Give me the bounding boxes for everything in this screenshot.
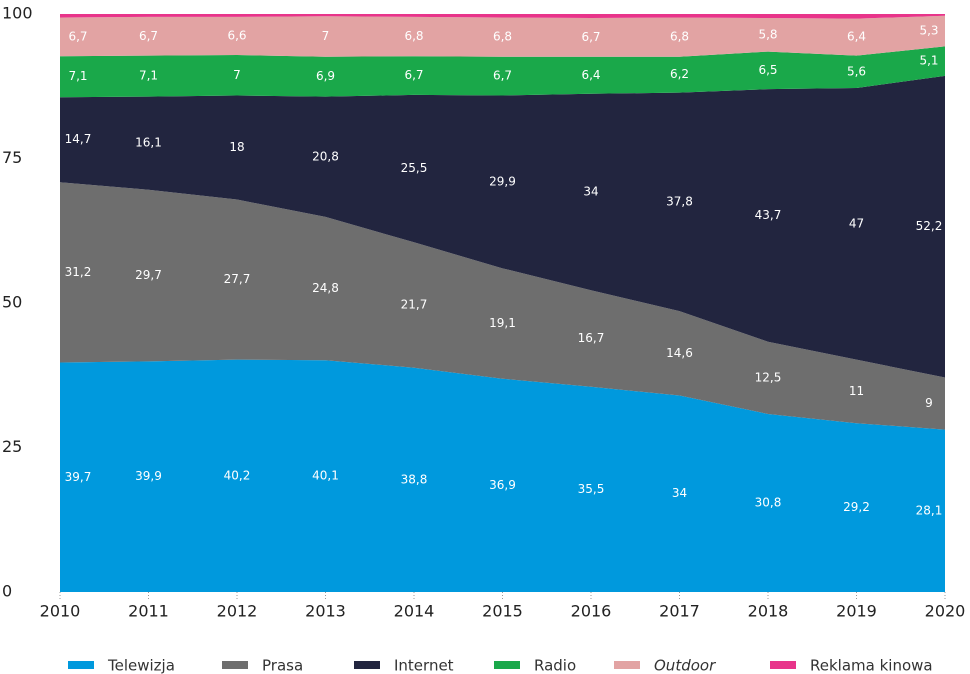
- x-tick-label: 2019: [836, 602, 877, 621]
- legend-label: Telewizja: [107, 657, 175, 674]
- y-tick-label: 25: [2, 437, 22, 456]
- area: [60, 182, 945, 430]
- value-label: 24,8: [312, 281, 339, 295]
- value-label: 40,1: [312, 469, 339, 483]
- value-label: 7: [322, 29, 330, 43]
- value-label: 43,7: [755, 208, 782, 222]
- x-tick-label: 2015: [482, 602, 523, 621]
- legend-label: Radio: [534, 657, 576, 674]
- value-label: 6,9: [316, 69, 335, 83]
- value-label: 47: [849, 216, 864, 230]
- value-label: 16,7: [578, 331, 605, 345]
- value-label: 19,1: [489, 316, 516, 330]
- area: [60, 75, 945, 378]
- value-label: 6,4: [847, 30, 866, 44]
- value-label: 34: [583, 185, 598, 199]
- value-label: 6,7: [581, 30, 600, 44]
- value-label: 30,8: [755, 495, 782, 509]
- value-label: 52,2: [916, 219, 943, 233]
- value-label: 29,9: [489, 174, 516, 188]
- value-label: 36,9: [489, 478, 516, 492]
- legend-swatch: [68, 661, 94, 669]
- x-tick-label: 2014: [394, 602, 435, 621]
- value-label: 11: [849, 384, 864, 398]
- area: [60, 14, 945, 19]
- value-label: 39,7: [65, 470, 92, 484]
- value-label: 31,2: [65, 265, 92, 279]
- value-label: 29,2: [843, 500, 870, 514]
- y-tick-label: 75: [2, 148, 22, 167]
- value-label: 29,7: [135, 268, 162, 282]
- x-tick-label: 2011: [128, 602, 169, 621]
- value-label: 34: [672, 486, 687, 500]
- value-label: 6,6: [227, 28, 246, 42]
- value-label: 5,8: [758, 27, 777, 41]
- value-label: 5,6: [847, 64, 866, 78]
- x-tick-label: 2013: [305, 602, 346, 621]
- y-tick-label: 0: [2, 582, 12, 601]
- value-label: 6,8: [404, 29, 423, 43]
- y-tick-label: 100: [2, 4, 33, 23]
- value-label: 12,5: [755, 370, 782, 384]
- value-label: 35,5: [578, 482, 605, 496]
- legend-swatch: [494, 661, 520, 669]
- value-label: 7,1: [68, 69, 87, 83]
- x-tick-label: 2018: [748, 602, 789, 621]
- legend-swatch: [770, 661, 796, 669]
- x-tick-label: 2010: [40, 602, 81, 621]
- value-label: 6,2: [670, 67, 689, 81]
- y-tick-label: 50: [2, 293, 22, 312]
- value-label: 6,5: [758, 63, 777, 77]
- value-label: 14,7: [65, 132, 92, 146]
- value-label: 28,1: [916, 503, 943, 517]
- value-label: 5,3: [919, 24, 938, 38]
- value-label: 16,1: [135, 136, 162, 150]
- x-tick-label: 2016: [571, 602, 612, 621]
- value-label: 27,7: [224, 272, 251, 286]
- value-label: 6,8: [670, 30, 689, 44]
- area: [60, 359, 945, 592]
- value-label: 6,4: [581, 68, 600, 82]
- value-label: 7: [233, 68, 241, 82]
- value-label: 40,2: [224, 468, 251, 482]
- value-label: 21,7: [401, 298, 428, 312]
- legend-swatch: [614, 661, 640, 669]
- value-label: 39,9: [135, 469, 162, 483]
- value-label: 6,7: [139, 29, 158, 43]
- legend-label: Prasa: [262, 657, 303, 674]
- value-label: 5,1: [919, 54, 938, 68]
- value-label: 25,5: [401, 161, 428, 175]
- value-label: 7,1: [139, 69, 158, 83]
- area: [60, 46, 945, 98]
- value-label: 18: [229, 140, 244, 154]
- x-tick-label: 2012: [217, 602, 258, 621]
- legend-label: Internet: [394, 657, 454, 674]
- value-label: 6,7: [404, 68, 423, 82]
- value-label: 6,7: [68, 29, 87, 43]
- value-label: 20,8: [312, 149, 339, 163]
- value-label: 6,8: [493, 30, 512, 44]
- value-label: 37,8: [666, 194, 693, 208]
- value-label: 38,8: [401, 472, 428, 486]
- area: [60, 15, 945, 57]
- value-label: 6,7: [493, 69, 512, 83]
- value-label: 9: [925, 396, 933, 410]
- legend-label: Outdoor: [654, 657, 716, 674]
- legend-swatch: [354, 661, 380, 669]
- legend-label: Reklama kinowa: [810, 657, 933, 674]
- value-label: 14,6: [666, 346, 693, 360]
- x-tick-label: 2017: [659, 602, 700, 621]
- legend-swatch: [222, 661, 248, 669]
- x-tick-label: 2020: [925, 602, 966, 621]
